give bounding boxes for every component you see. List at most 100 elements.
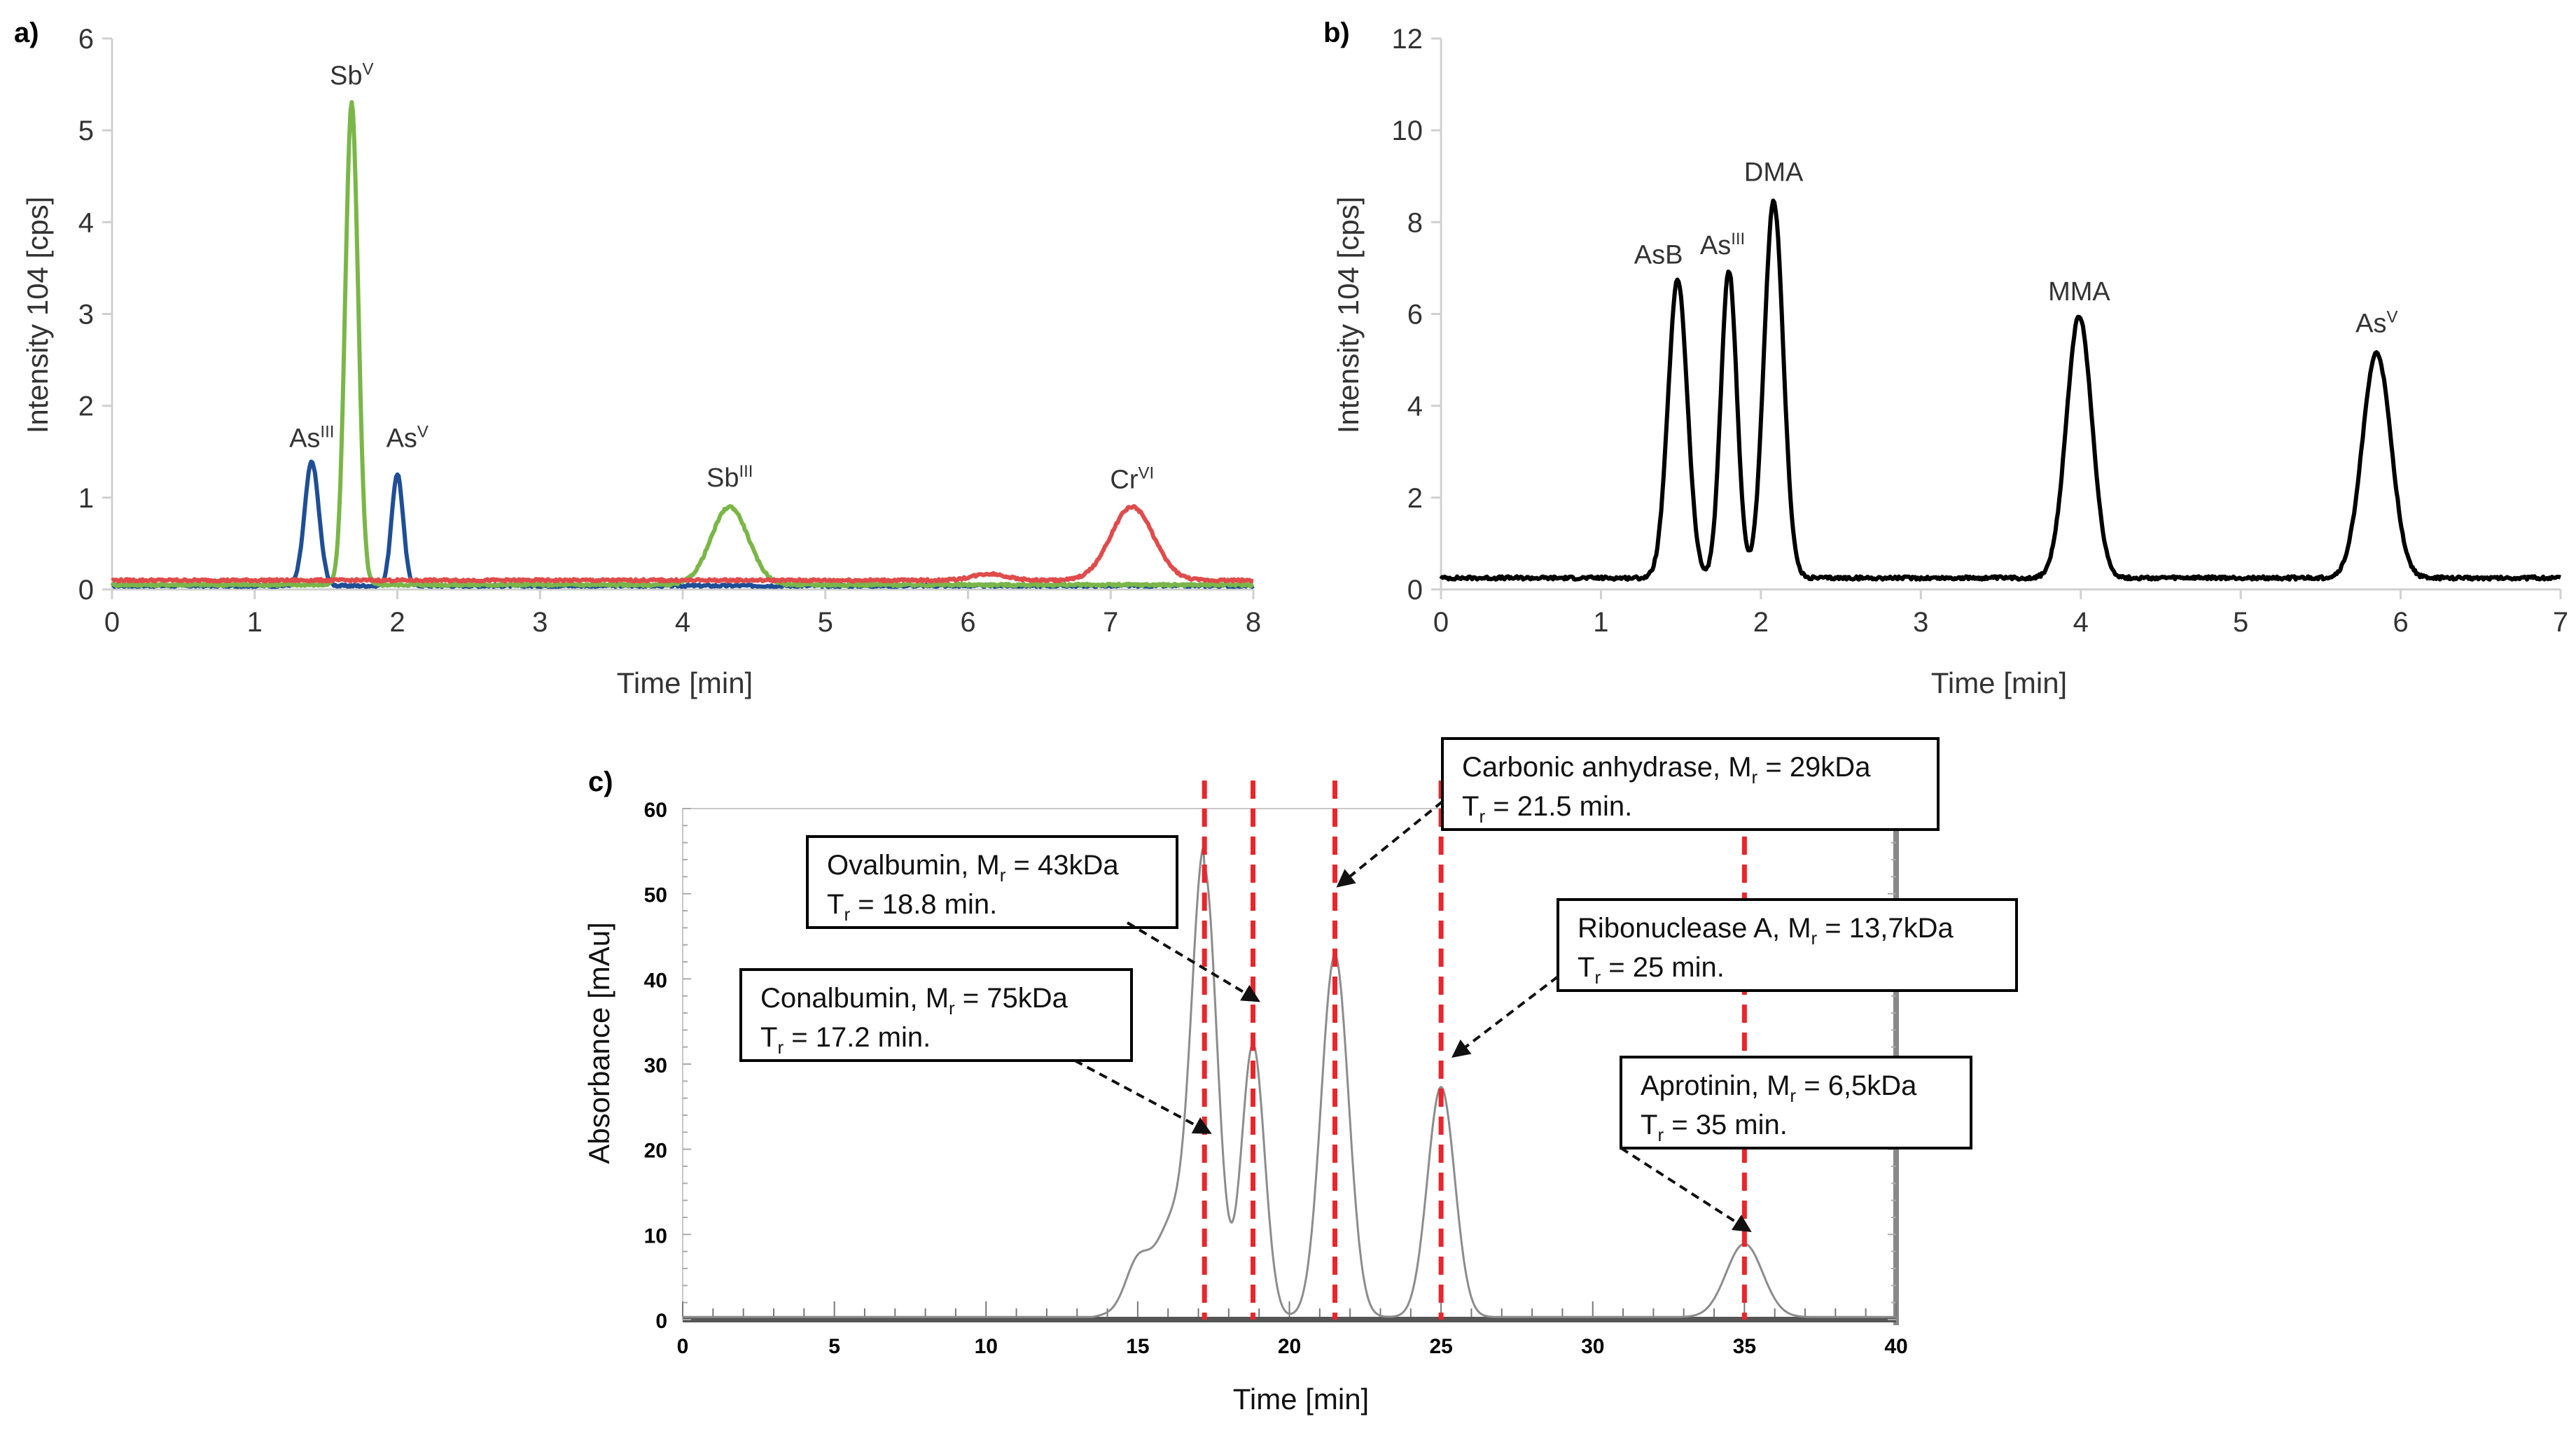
x-tick-label: 20 [1278,1335,1301,1358]
x-tick-label: 0 [104,607,120,638]
mr-equals: = [1817,913,1849,944]
callout-frame [1441,737,1940,831]
callout-frame [739,968,1133,1062]
x-tick-label: 4 [675,607,690,638]
x-tick-label: 2 [1753,607,1769,638]
y-tick-label: 0 [78,575,94,606]
x-tick-label: 7 [1103,607,1118,638]
peak-label: AsV [2355,308,2397,339]
y-tick-label: 1 [78,483,94,514]
peak-label-base: As [1700,231,1731,260]
mr-equals: = [1796,1070,1828,1101]
series-line-cr [111,504,1255,584]
peak-label: AsIII [1700,230,1745,260]
tr-equals: = [850,889,882,920]
peak-label: CrVI [1110,464,1154,495]
y-tick-label: 10 [644,1224,667,1247]
panel-c-ylabel: Absorbance [mAu] [583,922,615,1164]
callout-line-1: Carbonic anhydrase, Mr = 29kDa [1462,752,1871,788]
callout-line-2: Tr = 35 min. [1641,1110,1788,1145]
x-tick-label: 7 [2553,607,2568,638]
y-tick-label: 30 [644,1054,667,1077]
x-tick-label: 5 [2233,607,2248,638]
series-line-arsenic-species [1439,198,2562,582]
peak-label: MMA [2048,277,2110,307]
callout-frame [1620,1056,1972,1149]
mr-prefix: , M [910,983,949,1014]
callout-arrow [1074,1059,1212,1134]
x-tick-label: 1 [1593,607,1608,638]
tr-prefix: T [827,889,844,920]
protein-name: Aprotinin [1641,1070,1751,1101]
peak-label-base: MMA [2048,277,2110,307]
y-tick-label: 12 [1392,24,1423,55]
peak-label-base: AsB [1634,240,1683,270]
tr-subscript: r [1657,1124,1664,1145]
mr-prefix: , M [1751,1070,1790,1101]
x-tick-label: 0 [677,1335,689,1358]
callout-line-1: Aprotinin, Mr = 6,5kDa [1641,1070,1917,1106]
protein-name: Ribonuclease A [1578,913,1772,944]
mr-subscript: r [1752,767,1758,788]
callout-line-1: Ribonuclease A, Mr = 13,7kDa [1578,913,1954,949]
x-tick-label: 4 [2073,607,2089,638]
panel-b-label: b) [1323,18,1350,48]
callout-arrow [1336,800,1444,888]
peak-label: DMA [1744,158,1804,187]
x-tick-label: 8 [1246,607,1261,638]
x-tick-label: 6 [2393,607,2408,638]
panel-a-label: a) [14,18,39,48]
y-tick-label: 6 [1407,300,1423,330]
tr-subscript: r [777,1037,784,1058]
tr-equals: = [1664,1110,1696,1140]
peak-label: SbIII [706,462,753,493]
tr-value: 35 min. [1696,1110,1788,1140]
y-tick-label: 6 [78,24,94,55]
x-tick-label: 10 [975,1335,998,1358]
mr-prefix: , M [961,850,1000,881]
x-tick-label: 40 [1884,1335,1907,1358]
mr-prefix: , M [1772,913,1811,944]
peak-label-sup: III [320,423,334,442]
y-tick-label: 10 [1392,116,1423,146]
callout-line-2: Tr = 18.8 min. [827,889,997,925]
callout-line-2: Tr = 25 min. [1578,952,1725,988]
y-tick-label: 2 [78,391,94,422]
x-tick-label: 2 [389,607,405,638]
y-tick-label: 2 [1407,483,1423,514]
peak-label-sup: V [363,60,374,79]
protein-name: Ovalbumin [827,850,961,881]
mr-prefix: , M [1713,752,1752,783]
peak-label-base: Cr [1110,466,1138,495]
y-tick-label: 0 [1407,575,1423,606]
peak-label-base: As [2355,309,2386,339]
peak-label-base: Sb [330,62,362,91]
mr-value: 6,5kDa [1828,1070,1917,1101]
peak-label-sup: III [1731,230,1745,249]
mr-value: 13,7kDa [1849,913,1954,944]
y-tick-label: 40 [644,969,667,992]
mr-value: 29kDa [1790,752,1871,783]
mr-value: 43kDa [1038,850,1119,881]
callout-arrow [1451,975,1559,1058]
y-tick-label: 5 [78,116,94,146]
series-line-as [111,459,1255,589]
callout-line-1: Conalbumin, Mr = 75kDa [760,983,1068,1019]
mr-subscript: r [949,998,955,1019]
callout-line-1: Ovalbumin, Mr = 43kDa [827,850,1119,886]
y-tick-label: 8 [1407,207,1423,238]
tr-prefix: T [1462,791,1479,822]
panel-a-xlabel: Time [min] [617,666,753,699]
callout-frame [806,835,1178,929]
panel-a-ylabel: Intensity 104 [cps] [21,197,54,434]
mr-equals: = [955,983,987,1014]
peak-label-sup: III [739,462,753,481]
panel-b-xlabel: Time [min] [1931,666,2067,699]
tr-equals: = [1485,791,1517,822]
x-tick-label: 6 [960,607,975,638]
peak-label-sup: V [2386,308,2397,327]
